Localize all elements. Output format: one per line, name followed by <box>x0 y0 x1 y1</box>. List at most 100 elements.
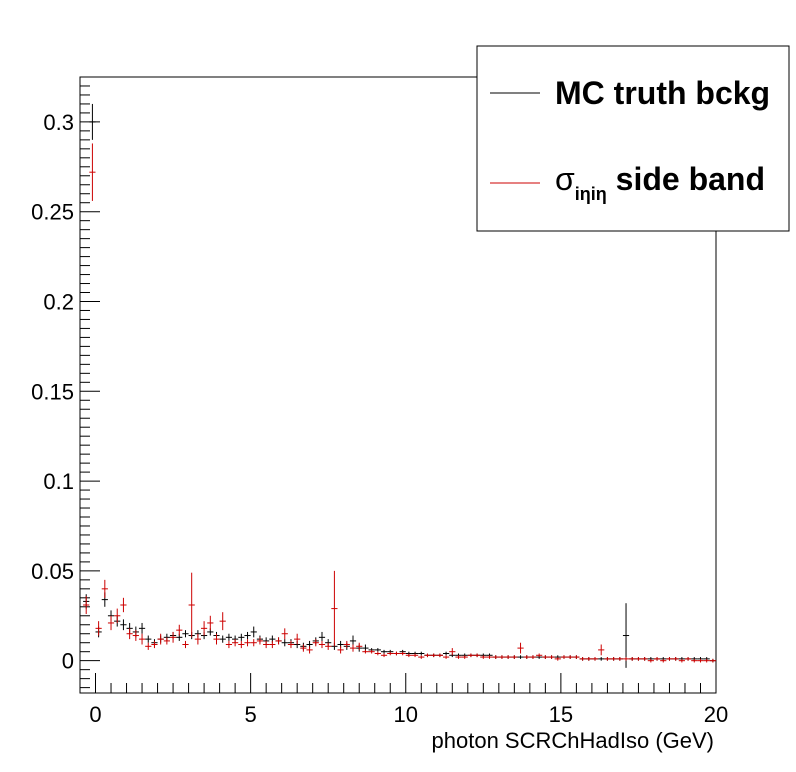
data-point <box>505 655 512 659</box>
legend-label-rest: side band <box>607 161 765 197</box>
data-point <box>399 651 406 656</box>
data-point <box>424 653 431 658</box>
x-tick-label: 5 <box>245 702 257 727</box>
data-point <box>480 655 487 659</box>
data-point <box>281 639 288 647</box>
data-point <box>349 644 357 652</box>
data-point <box>461 655 468 659</box>
data-point <box>641 657 648 661</box>
data-point <box>567 655 574 659</box>
data-point <box>182 640 189 649</box>
data-point <box>579 657 586 661</box>
y-tick-label: 0.2 <box>43 289 74 314</box>
data-point <box>542 655 549 659</box>
x-tick-label: 20 <box>704 702 728 727</box>
data-point <box>511 655 518 659</box>
data-point <box>163 637 170 645</box>
data-point <box>331 570 338 647</box>
x-axis-ticks: 0 5 10 15 20 <box>89 673 728 727</box>
data-point <box>548 655 555 659</box>
data-point <box>653 657 661 661</box>
data-point <box>536 653 543 658</box>
data-point <box>200 621 208 636</box>
data-point <box>83 596 90 614</box>
data-point <box>387 651 394 656</box>
data-point <box>232 639 239 647</box>
data-point <box>120 619 127 631</box>
x-axis-title: photon SCRChHadIso (GeV) <box>432 728 714 753</box>
legend-subscript: iηiη <box>575 184 607 204</box>
data-point <box>436 653 443 658</box>
data-point <box>269 640 276 649</box>
series-layer <box>83 103 716 668</box>
data-point <box>169 631 177 643</box>
data-point <box>250 626 257 638</box>
data-point <box>194 633 201 645</box>
data-point <box>120 597 127 613</box>
data-point <box>312 639 319 647</box>
data-point <box>101 579 108 598</box>
data-point <box>380 649 388 654</box>
data-point <box>449 648 456 656</box>
data-point <box>213 633 220 645</box>
y-tick-label: 0 <box>62 649 74 674</box>
data-point <box>709 658 716 663</box>
data-point <box>219 635 226 643</box>
data-point <box>244 631 251 640</box>
data-point <box>405 653 412 658</box>
data-point <box>356 642 363 650</box>
data-point <box>418 655 425 659</box>
data-point <box>560 655 568 659</box>
data-point <box>306 646 313 654</box>
y-tick-label: 0.1 <box>43 469 74 494</box>
data-point <box>635 657 642 661</box>
data-point <box>300 644 307 652</box>
legend-box <box>476 45 790 232</box>
data-point <box>238 640 245 649</box>
data-point <box>188 572 195 638</box>
data-point <box>554 657 561 661</box>
data-point <box>225 633 233 641</box>
plot-frame <box>79 76 717 694</box>
data-point <box>498 655 506 659</box>
y-tick-label: 0.3 <box>43 110 74 135</box>
data-point <box>362 649 369 654</box>
legend-sigma-symbol: σ <box>555 161 575 197</box>
data-point <box>287 640 295 649</box>
data-point <box>411 653 419 658</box>
data-point <box>474 653 481 658</box>
data-point <box>486 655 493 659</box>
data-point <box>145 642 152 650</box>
data-point <box>294 633 301 645</box>
data-point <box>374 648 381 652</box>
data-point <box>107 615 115 631</box>
data-point <box>343 640 350 649</box>
x-tick-label: 0 <box>89 702 101 727</box>
data-point <box>325 642 332 650</box>
data-point <box>238 633 245 641</box>
data-point <box>263 640 270 649</box>
data-point <box>151 640 158 649</box>
data-point <box>678 658 685 663</box>
data-point <box>697 658 704 663</box>
y-tick-label: 0.15 <box>31 379 74 404</box>
data-point <box>95 621 102 636</box>
data-point <box>114 608 121 623</box>
data-point <box>430 653 437 658</box>
data-point <box>182 630 189 638</box>
y-tick-label: 0.05 <box>31 559 74 584</box>
x-tick-label: 15 <box>549 702 573 727</box>
y-axis-ticks: 0 0.05 0.1 0.15 0.2 0.25 0.3 <box>31 85 100 689</box>
data-point <box>598 644 605 656</box>
data-point <box>585 657 592 661</box>
data-point <box>89 103 96 140</box>
series-side-band <box>83 143 716 663</box>
data-point <box>157 633 164 645</box>
data-point <box>380 653 388 658</box>
data-point <box>703 658 710 663</box>
data-point <box>647 658 654 663</box>
data-point <box>598 657 605 661</box>
data-point <box>126 628 133 640</box>
data-point <box>604 657 611 661</box>
data-point <box>442 651 450 656</box>
